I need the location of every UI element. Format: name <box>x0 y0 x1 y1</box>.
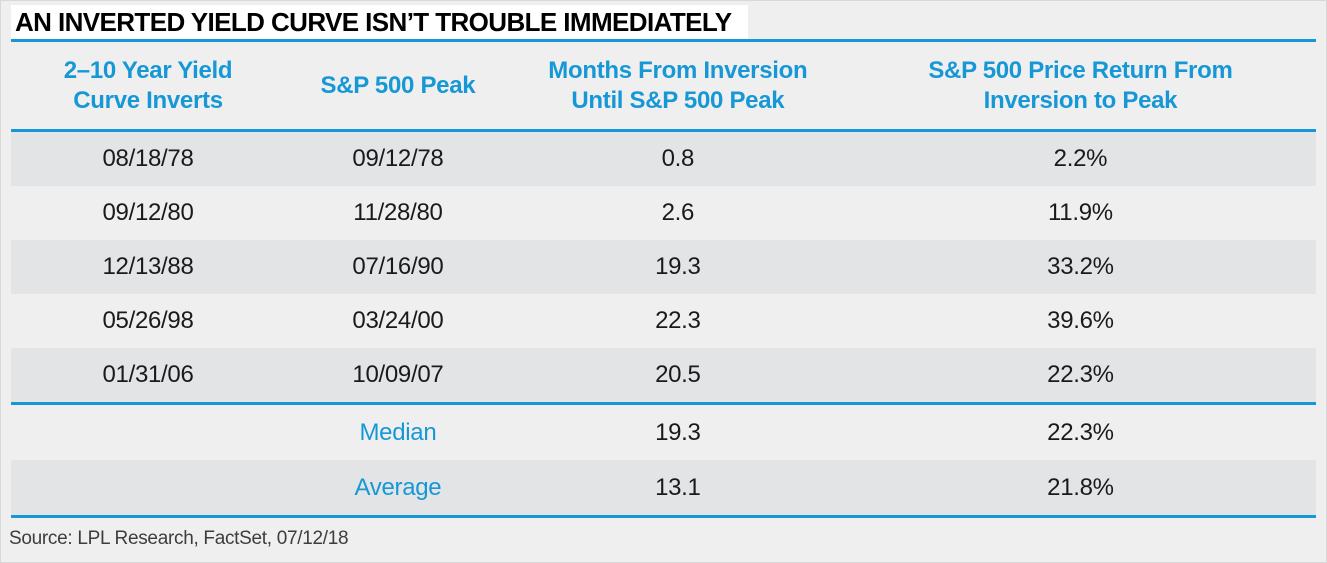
column-header-line: Until S&P 500 Peak <box>571 86 785 114</box>
cell-months-to-peak: 20.5 <box>655 361 701 388</box>
cell-inversion-date: 08/18/78 <box>102 145 194 172</box>
summary-row-median: Median 19.3 22.3% <box>11 405 1316 460</box>
cell-inversion-date: 12/13/88 <box>102 253 194 280</box>
table-row: 05/26/98 03/24/00 22.3 39.6% <box>11 294 1316 348</box>
table-row: 09/12/80 11/28/80 2.6 11.9% <box>11 186 1316 240</box>
cell-sp500-peak-date: 11/28/80 <box>353 199 443 226</box>
cell-empty <box>11 405 285 460</box>
cell-price-return: 11.9% <box>1048 199 1113 226</box>
bottom-divider <box>11 515 1316 518</box>
table-header-row: 2–10 Year Yield Curve Inverts S&P 500 Pe… <box>11 42 1316 129</box>
table-row: 01/31/06 10/09/07 20.5 22.3% <box>11 348 1316 402</box>
column-header-line: 2–10 Year Yield <box>63 57 233 85</box>
cell-sp500-peak-date: 03/24/00 <box>352 307 444 334</box>
cell-inversion-date: 05/26/98 <box>102 307 194 334</box>
column-header-line: Months From Inversion <box>548 57 808 85</box>
cell-price-return: 39.6% <box>1047 307 1114 334</box>
table-row: 08/18/78 09/12/78 0.8 2.2% <box>11 132 1316 186</box>
cell-months-to-peak: 0.8 <box>661 145 695 172</box>
table-row: 12/13/88 07/16/90 19.3 33.2% <box>11 240 1316 294</box>
figure-title: AN INVERTED YIELD CURVE ISN’T TROUBLE IM… <box>11 5 748 39</box>
column-header-curve-inverts: 2–10 Year Yield Curve Inverts <box>11 56 285 115</box>
cell-price-return: 33.2% <box>1047 253 1114 280</box>
column-header-sp500-peak: S&P 500 Peak <box>285 71 511 100</box>
column-header-months-from-inversion: Months From Inversion Until S&P 500 Peak <box>511 56 845 115</box>
title-divider <box>11 39 1316 42</box>
column-header-line: S&P 500 Price Return From <box>928 57 1233 85</box>
cell-months-to-peak: 22.3 <box>655 307 701 334</box>
cell-sp500-peak-date: 10/09/07 <box>352 361 444 388</box>
column-header-line: Inversion to Peak <box>983 86 1178 114</box>
summary-row-average: Average 13.1 21.8% <box>11 460 1316 515</box>
cell-months-to-peak: 2.6 <box>661 199 695 226</box>
summary-label-average: Average <box>354 474 442 501</box>
column-header-line: Curve Inverts <box>73 86 223 114</box>
column-header-price-return: S&P 500 Price Return From Inversion to P… <box>845 56 1316 115</box>
cell-empty <box>11 460 285 515</box>
cell-sp500-peak-date: 09/12/78 <box>352 145 444 172</box>
cell-price-return: 21.8% <box>1047 474 1114 501</box>
cell-months-to-peak: 13.1 <box>655 474 701 501</box>
cell-months-to-peak: 19.3 <box>655 419 701 446</box>
cell-sp500-peak-date: 07/16/90 <box>352 253 444 280</box>
cell-months-to-peak: 19.3 <box>655 253 701 280</box>
cell-inversion-date: 01/31/06 <box>102 361 194 388</box>
table-summary: Median 19.3 22.3% Average 13.1 21.8% <box>1 405 1326 515</box>
cell-price-return: 22.3% <box>1047 419 1114 446</box>
column-header-line: S&P 500 Peak <box>320 71 476 99</box>
title-bar: AN INVERTED YIELD CURVE ISN’T TROUBLE IM… <box>1 1 1326 39</box>
cell-price-return: 22.3% <box>1047 361 1114 388</box>
source-area: Source: LPL Research, FactSet, 07/12/18 <box>1 518 1326 550</box>
cell-price-return: 2.2% <box>1053 145 1108 172</box>
table-body: 08/18/78 09/12/78 0.8 2.2% 09/12/80 11/2… <box>1 132 1326 402</box>
cell-inversion-date: 09/12/80 <box>102 199 194 226</box>
summary-label-median: Median <box>359 419 437 446</box>
source-note: Source: LPL Research, FactSet, 07/12/18 <box>9 528 349 549</box>
header-divider <box>11 129 1316 132</box>
summary-divider <box>11 402 1316 405</box>
